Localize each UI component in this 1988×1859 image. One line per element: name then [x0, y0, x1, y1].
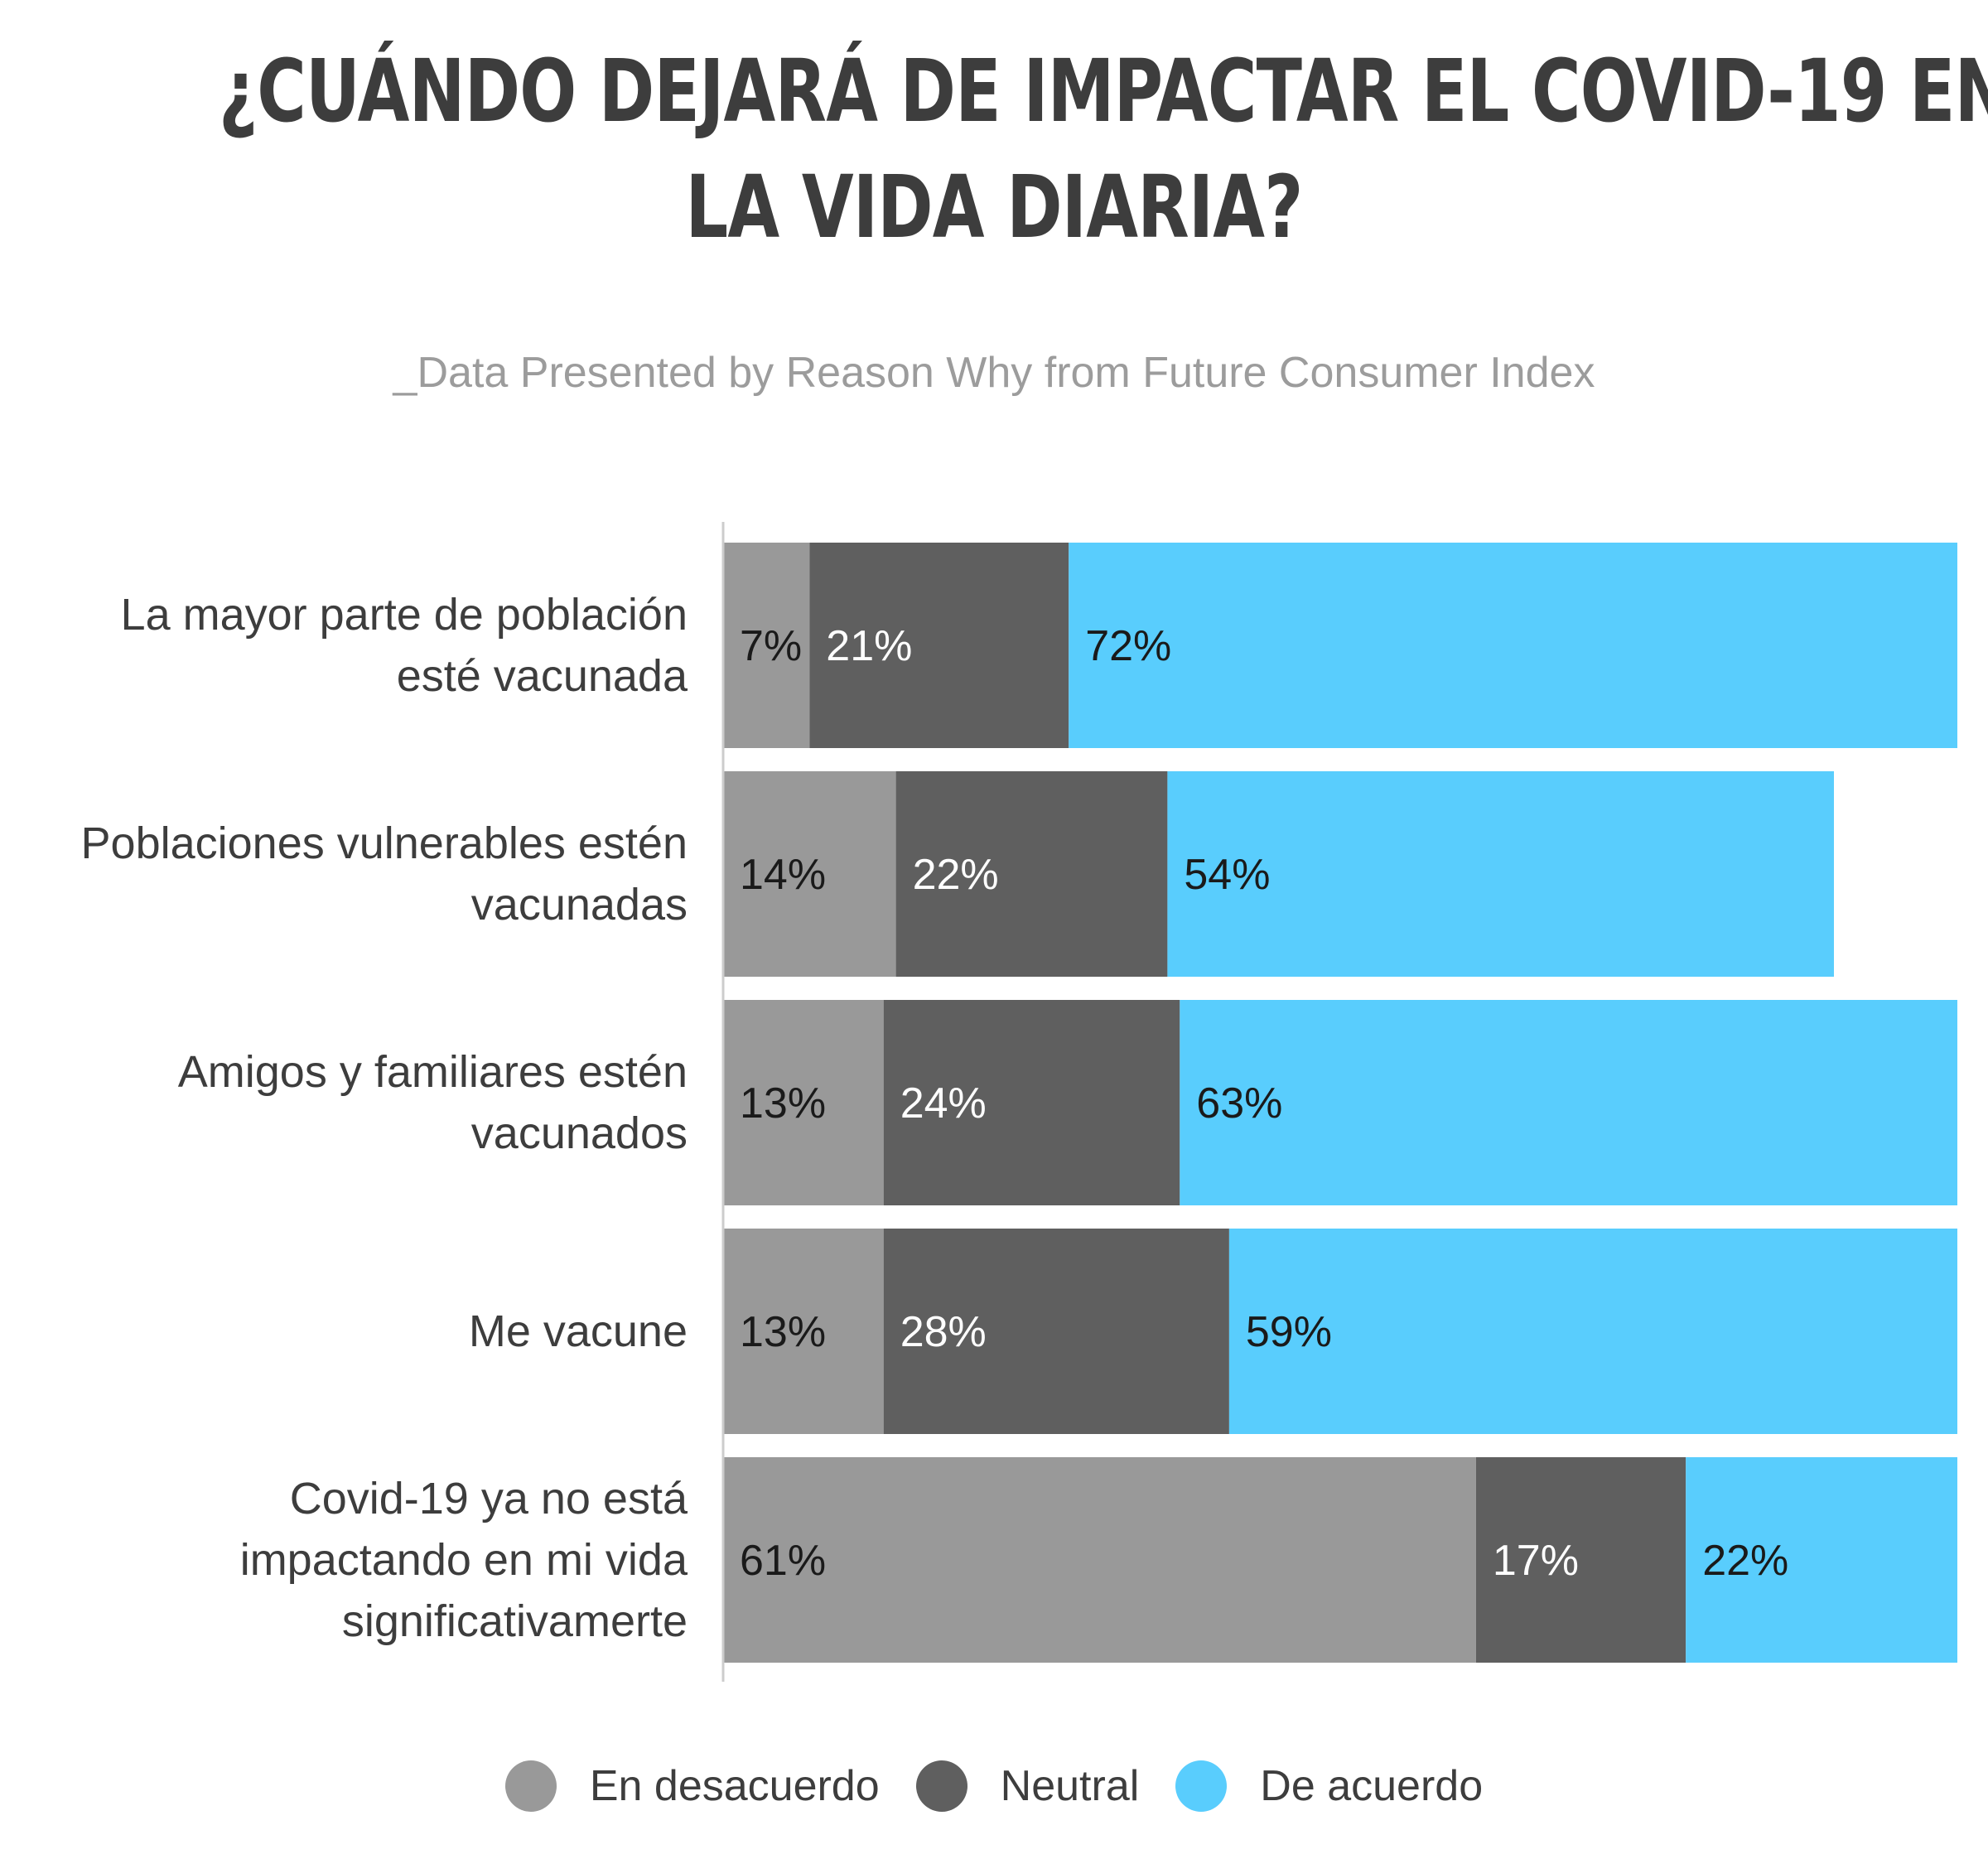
bar-segment-neutral	[895, 771, 1168, 977]
category-label-line: vacunadas	[471, 880, 688, 930]
category-label-line: Covid-19 ya no está	[290, 1474, 688, 1523]
category-label: Covid-19 ya no está impactando en mi vida…	[240, 1474, 688, 1646]
legend-swatch-disagree	[504, 1760, 557, 1812]
chart-title-line-2: LA VIDA DIARIA?	[685, 157, 1303, 258]
category-label-line: Amigos y familiares estén	[178, 1047, 688, 1097]
data-label-agree: 59%	[1246, 1308, 1332, 1356]
data-label-agree: 63%	[1196, 1079, 1282, 1127]
legend-swatch-neutral	[915, 1760, 967, 1812]
category-label-line: Me vacune	[469, 1306, 688, 1356]
bar-segment-disagree	[723, 771, 896, 977]
legend-item-disagree: En desacuerdo	[504, 1760, 880, 1812]
bar-segment-neutral	[883, 1229, 1229, 1434]
data-label-neutral: 21%	[826, 622, 912, 670]
category-label: Poblaciones vulnerables estén vacunadas	[81, 818, 688, 930]
bar-segment-disagree	[723, 1000, 884, 1205]
legend-label-neutral: Neutral	[1000, 1762, 1140, 1810]
bar-segment-neutral	[1475, 1457, 1686, 1663]
legend-item-agree: De acuerdo	[1175, 1760, 1483, 1812]
category-label: La mayor parte de población esté vacunada	[121, 590, 688, 701]
data-label-neutral: 17%	[1493, 1537, 1579, 1585]
chart-title: ¿CUÁNDO DEJARÁ DE IMPACTAR EL COVID-19 E…	[0, 33, 1988, 265]
chart-title-line-1: ¿CUÁNDO DEJARÁ DE IMPACTAR EL COVID-19 E…	[219, 41, 1988, 142]
data-label-disagree: 13%	[740, 1308, 826, 1356]
data-label-disagree: 61%	[740, 1537, 826, 1585]
data-label-disagree: 14%	[740, 851, 826, 899]
bar-segment-agree	[1069, 543, 1957, 748]
bar-segment-neutral	[883, 1000, 1180, 1205]
bar-segment-disagree	[723, 543, 810, 748]
category-label: Amigos y familiares estén vacunados	[178, 1047, 688, 1158]
data-label-neutral: 28%	[900, 1308, 987, 1356]
chart-subtitle: _Data Presented by Reason Why from Futur…	[393, 349, 1595, 397]
data-label-disagree: 13%	[740, 1079, 826, 1127]
bar-segment-neutral	[809, 543, 1069, 748]
legend-label-disagree: En desacuerdo	[589, 1762, 880, 1810]
chart-legend: En desacuerdo Neutral De acuerdo	[0, 1760, 1988, 1812]
category-label-line: impactando en mi vida	[240, 1535, 688, 1585]
data-label-neutral: 24%	[900, 1079, 987, 1127]
bar-segment-disagree	[723, 1457, 1476, 1663]
category-label-line: esté vacunada	[397, 651, 688, 701]
category-label-line: vacunados	[471, 1108, 688, 1158]
category-label-line: La mayor parte de población	[121, 590, 688, 640]
data-label-agree: 54%	[1184, 851, 1270, 899]
bar-segment-agree	[1167, 771, 1834, 977]
category-label: Me vacune	[469, 1306, 688, 1356]
bar-segment-disagree	[723, 1229, 884, 1434]
legend-label-agree: De acuerdo	[1260, 1762, 1484, 1810]
data-label-neutral: 22%	[913, 851, 999, 899]
category-label-line: significativamerte	[342, 1596, 688, 1646]
bar-segment-agree	[1180, 1000, 1957, 1205]
data-label-agree: 72%	[1085, 622, 1171, 670]
data-label-agree: 22%	[1702, 1537, 1788, 1585]
legend-swatch-agree	[1175, 1760, 1228, 1812]
data-label-disagree: 7%	[740, 622, 802, 670]
bar-segment-agree	[1228, 1229, 1957, 1434]
bar-segment-agree	[1686, 1457, 1957, 1663]
category-label-line: Poblaciones vulnerables estén	[81, 818, 688, 868]
legend-item-neutral: Neutral	[915, 1760, 1140, 1812]
